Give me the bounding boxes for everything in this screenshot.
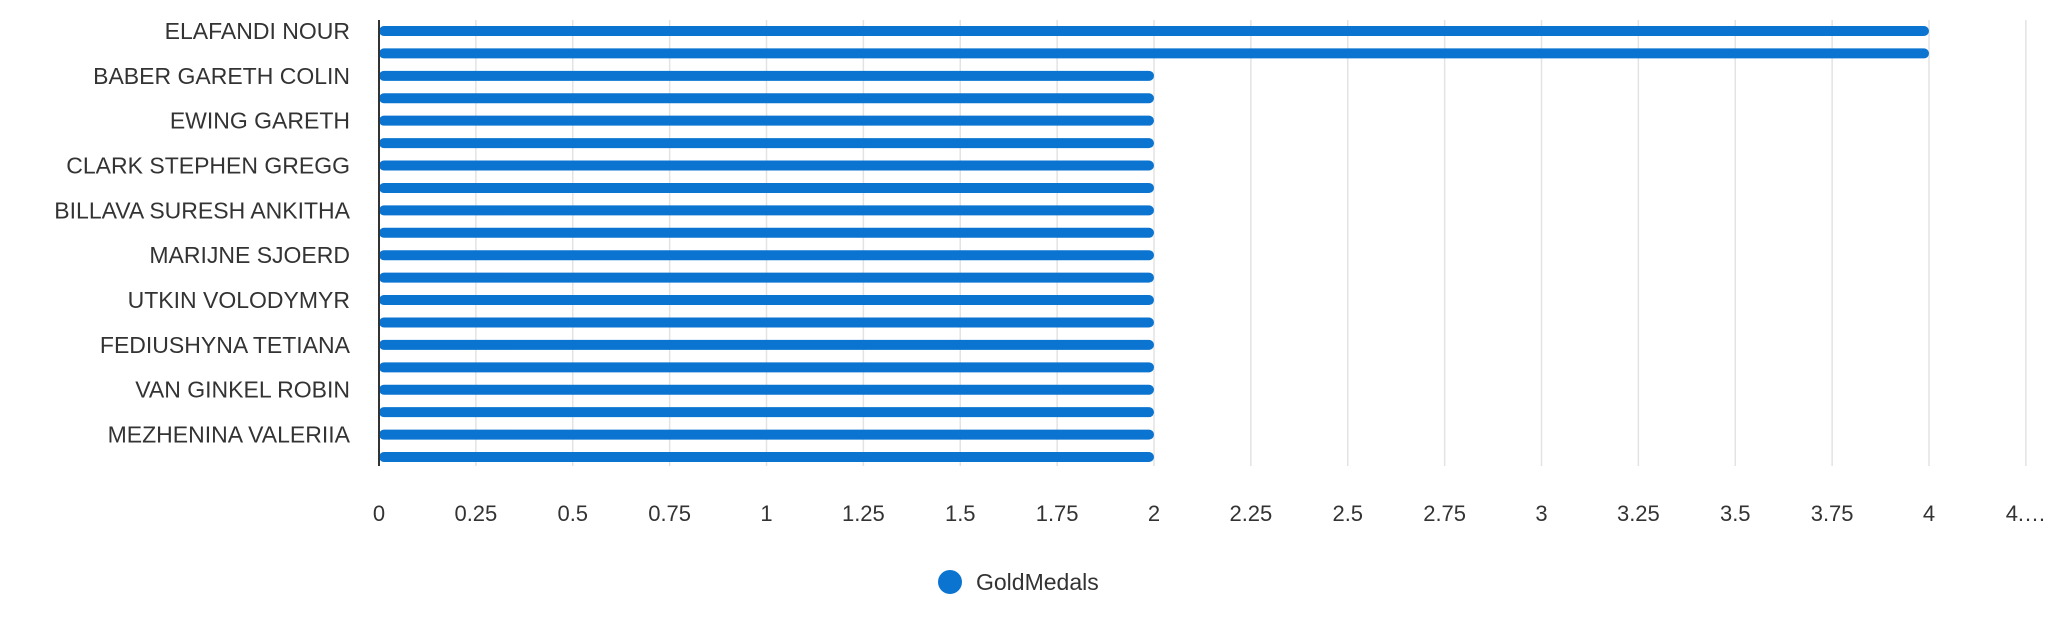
x-tick-label: 1	[760, 501, 772, 526]
x-tick-label: 2.75	[1423, 501, 1466, 526]
x-tick-label: 3.5	[1720, 501, 1751, 526]
x-tick-label: 0.75	[648, 501, 691, 526]
bar[interactable]	[379, 295, 1154, 306]
x-tick-label: 3.25	[1617, 501, 1660, 526]
x-tick-label: 4.…	[2006, 501, 2046, 526]
category-label: BABER GARETH COLIN	[93, 63, 350, 89]
bar[interactable]	[379, 339, 1154, 350]
x-tick-label: 1.5	[945, 501, 976, 526]
x-tick-label: 1.75	[1036, 501, 1079, 526]
legend-marker-goldmedals	[938, 570, 962, 594]
bar[interactable]	[379, 250, 1154, 261]
category-label: EWING GARETH	[170, 108, 350, 134]
bar[interactable]	[379, 205, 1154, 216]
bar[interactable]	[379, 317, 1154, 328]
bar[interactable]	[379, 26, 1929, 36]
bar[interactable]	[379, 138, 1154, 149]
bar[interactable]	[379, 93, 1154, 104]
x-tick-label: 0.25	[454, 501, 497, 526]
bar[interactable]	[379, 160, 1154, 171]
grid-lines	[475, 20, 2027, 466]
legend[interactable]: GoldMedals	[938, 569, 1099, 595]
category-label: BILLAVA SURESH ANKITHA	[54, 197, 350, 223]
bar[interactable]	[379, 384, 1154, 395]
category-label: VAN GINKEL ROBIN	[135, 377, 350, 403]
category-label: MEZHENINA VALERIIA	[108, 422, 351, 448]
x-tick-label: 2.25	[1229, 501, 1272, 526]
x-tick-label: 4	[1923, 501, 1935, 526]
category-label: MARIJNE SJOERD	[149, 242, 350, 268]
x-tick-label: 2.5	[1332, 501, 1363, 526]
bar[interactable]	[379, 227, 1154, 238]
legend-label-goldmedals: GoldMedals	[976, 569, 1099, 595]
bar[interactable]	[379, 272, 1154, 283]
bar[interactable]	[379, 407, 1154, 418]
bars	[379, 26, 1929, 462]
category-label: FEDIUSHYNA TETIANA	[100, 332, 351, 358]
bar[interactable]	[379, 362, 1154, 373]
bar[interactable]	[379, 70, 1154, 81]
category-label: UTKIN VOLODYMYR	[128, 287, 350, 313]
x-tick-label: 3.75	[1811, 501, 1854, 526]
bar[interactable]	[379, 48, 1929, 59]
x-tick-label: 0	[373, 501, 385, 526]
bar[interactable]	[379, 182, 1154, 193]
category-label: ELAFANDI NOUR	[165, 18, 350, 44]
x-tick-label: 1.25	[842, 501, 885, 526]
category-labels: ELAFANDI NOUR BABER GARETH COLIN EWING GAR…	[54, 18, 350, 448]
bar[interactable]	[379, 429, 1154, 440]
x-tick-label: 2	[1148, 501, 1160, 526]
x-tick-label: 3	[1535, 501, 1547, 526]
bar[interactable]	[379, 452, 1154, 462]
bar[interactable]	[379, 115, 1154, 126]
x-tick-label: 0.5	[557, 501, 588, 526]
x-tick-labels: 0 0.25 0.5 0.75 1 1.25 1.5 1.75 2 2.25 2.5 2.75 3 3.2…	[373, 501, 2046, 526]
category-label: CLARK STEPHEN GREGG	[66, 153, 350, 179]
